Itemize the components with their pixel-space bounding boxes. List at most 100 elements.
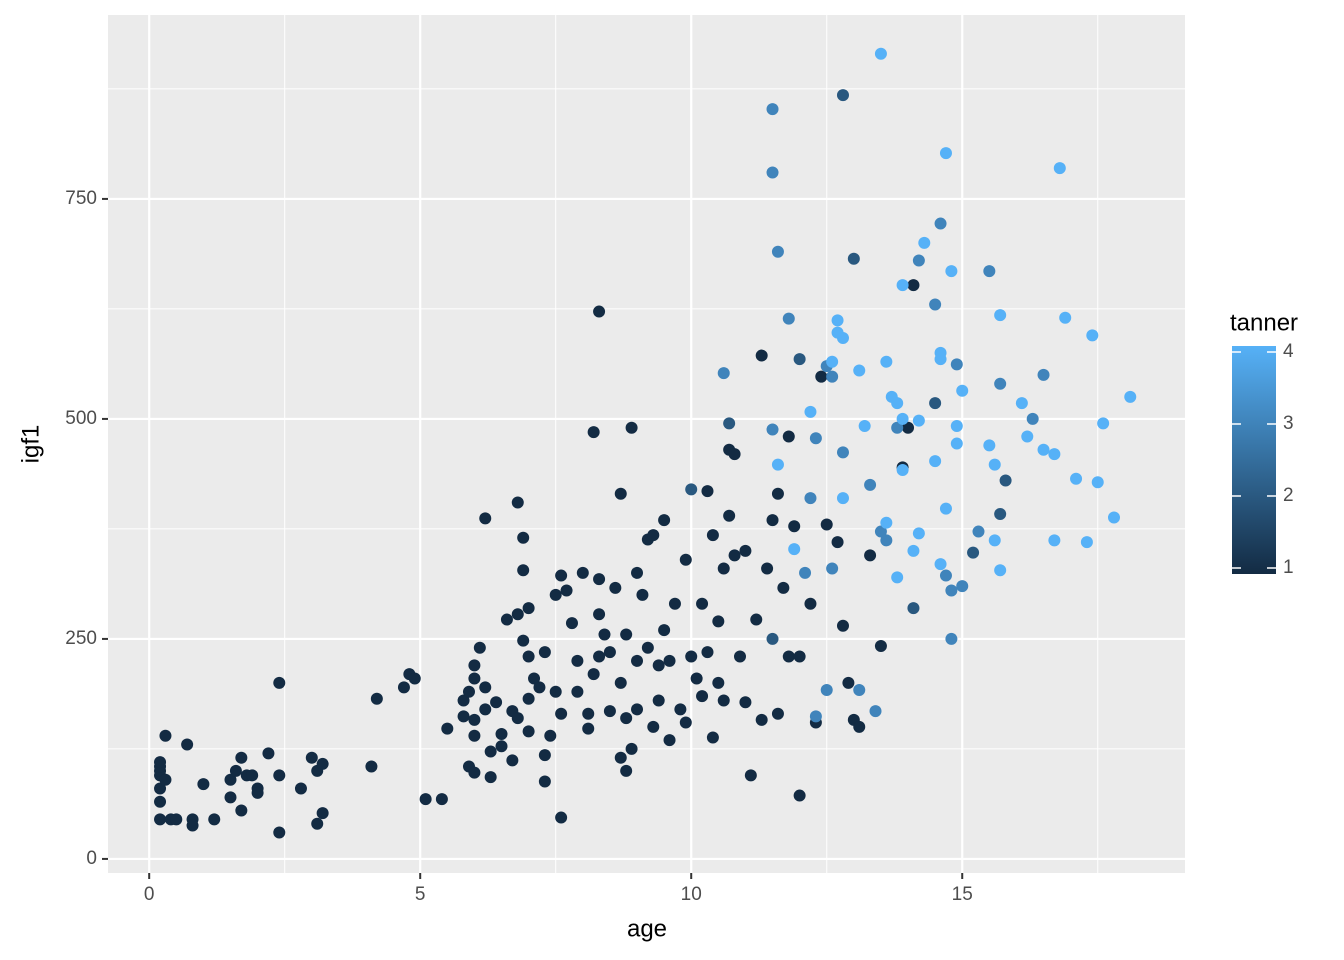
point	[614, 676, 627, 689]
point	[251, 786, 264, 799]
y-tick-label: 250	[65, 628, 97, 649]
y-tick-label: 0	[86, 848, 97, 869]
point	[685, 483, 698, 496]
point	[668, 597, 681, 610]
point	[495, 740, 508, 753]
point	[994, 564, 1007, 577]
point	[934, 353, 947, 366]
point	[517, 564, 530, 577]
point	[712, 615, 725, 628]
point	[771, 458, 784, 471]
point	[549, 588, 562, 601]
point	[836, 89, 849, 102]
point	[874, 639, 887, 652]
point	[1048, 448, 1061, 461]
point	[972, 525, 985, 538]
point	[1097, 417, 1110, 430]
point	[717, 367, 730, 380]
legend-label: 2	[1283, 485, 1294, 506]
point	[620, 764, 633, 777]
point	[939, 147, 952, 160]
point	[1026, 412, 1039, 425]
point	[750, 613, 763, 626]
point	[636, 588, 649, 601]
point	[1021, 430, 1034, 443]
point	[988, 534, 1001, 547]
point	[766, 166, 779, 179]
point	[896, 279, 909, 292]
point	[793, 789, 806, 802]
point	[934, 558, 947, 571]
point	[479, 512, 492, 525]
point	[853, 364, 866, 377]
point	[316, 807, 329, 820]
point	[468, 672, 481, 685]
point	[522, 650, 535, 663]
point	[907, 279, 920, 292]
point	[880, 355, 893, 368]
point	[945, 265, 958, 278]
point	[658, 514, 671, 527]
point	[880, 534, 893, 547]
legend-label: 3	[1283, 413, 1294, 434]
point	[365, 760, 378, 773]
point	[874, 525, 887, 538]
point	[533, 681, 546, 694]
point	[663, 734, 676, 747]
point	[603, 705, 616, 718]
point	[918, 236, 931, 249]
point	[907, 602, 920, 615]
legend-title: tanner	[1230, 309, 1298, 336]
point	[896, 463, 909, 476]
y-axis-title: igf1	[17, 425, 44, 464]
point	[625, 421, 638, 434]
y-tick-label: 750	[65, 188, 97, 209]
point	[208, 813, 221, 826]
point	[793, 650, 806, 663]
point	[468, 659, 481, 672]
point	[311, 817, 324, 830]
point	[560, 584, 573, 597]
point	[912, 414, 925, 427]
point	[647, 720, 660, 733]
point	[641, 641, 654, 654]
point	[847, 252, 860, 265]
point	[565, 617, 578, 630]
point	[186, 819, 199, 832]
y-tick-label: 500	[65, 408, 97, 429]
point	[929, 397, 942, 410]
x-tick-label: 0	[144, 884, 155, 905]
point	[907, 544, 920, 557]
point	[582, 707, 595, 720]
x-tick-label: 5	[415, 884, 426, 905]
point	[836, 446, 849, 459]
point	[777, 581, 790, 594]
point	[739, 544, 752, 557]
point	[782, 430, 795, 443]
point	[864, 549, 877, 562]
legend-label: 1	[1283, 557, 1294, 578]
point	[170, 813, 183, 826]
point	[723, 417, 736, 430]
point	[701, 646, 714, 659]
point	[874, 47, 887, 60]
point	[983, 265, 996, 278]
point	[538, 775, 551, 788]
point	[809, 432, 822, 445]
point	[593, 573, 606, 586]
point	[647, 529, 660, 542]
point	[538, 749, 551, 762]
point	[820, 683, 833, 696]
point	[479, 703, 492, 716]
point	[625, 742, 638, 755]
point	[224, 791, 237, 804]
point	[462, 685, 475, 698]
point	[408, 672, 421, 685]
point	[370, 692, 383, 705]
point	[696, 597, 709, 610]
point	[468, 729, 481, 742]
point	[484, 745, 497, 758]
point	[891, 397, 904, 410]
plot-area	[108, 15, 1185, 873]
point	[1080, 536, 1093, 549]
